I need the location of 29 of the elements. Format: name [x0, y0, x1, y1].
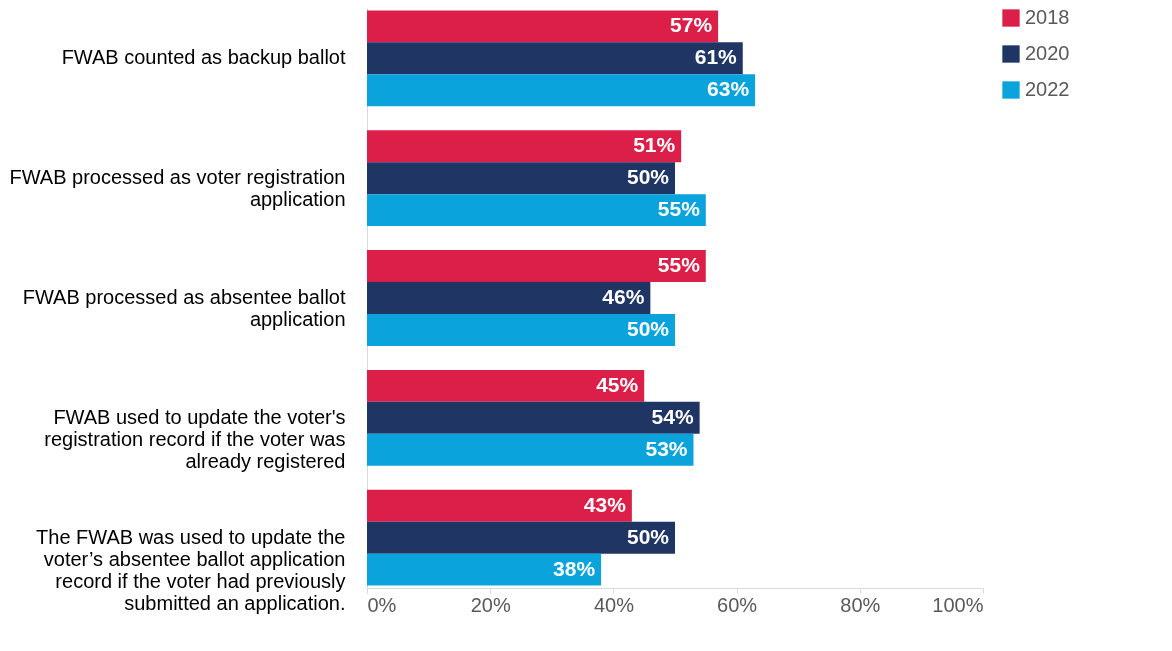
y-tick-label: The FWAB was used to update the voter’s absentee ballot application record if the voter had previously submitted an application. — [36, 525, 346, 614]
y-tick-label: FWAB used to update the voter's registration record if the voter was already registered — [44, 405, 346, 472]
data-label: 61% — [694, 45, 738, 69]
data-label: 38% — [553, 556, 596, 580]
x-tick-label: 20% — [470, 593, 511, 616]
data-label: 45% — [596, 372, 639, 396]
x-tick-label: 100% — [932, 593, 984, 616]
legend-label: 2020 — [1025, 42, 1070, 64]
y-tick-label: FWAB processed as voter registration application — [9, 166, 346, 211]
y-tick-label: FWAB processed as absentee ballot application — [22, 286, 346, 330]
data-label: 50% — [626, 316, 670, 340]
data-label: 46% — [602, 285, 645, 308]
data-label: 63% — [707, 77, 750, 101]
x-tick-label: 80% — [840, 593, 881, 616]
data-label: 53% — [645, 436, 688, 460]
data-label: 50% — [626, 165, 670, 189]
data-label: 54% — [651, 404, 694, 428]
x-tick-label: 40% — [593, 593, 635, 616]
legend-label: 2018 — [1025, 6, 1070, 28]
data-label: 51% — [633, 133, 676, 157]
data-label: 55% — [657, 197, 701, 221]
data-label: 55% — [657, 253, 701, 277]
x-tick-label: 0% — [367, 593, 397, 616]
legend-label: 2022 — [1025, 78, 1070, 100]
data-label: 43% — [583, 492, 627, 516]
data-label: 50% — [626, 524, 670, 548]
data-label: 57% — [670, 13, 713, 37]
x-tick-label: 60% — [717, 593, 758, 616]
y-tick-label: FWAB counted as backup ballot — [61, 46, 346, 69]
